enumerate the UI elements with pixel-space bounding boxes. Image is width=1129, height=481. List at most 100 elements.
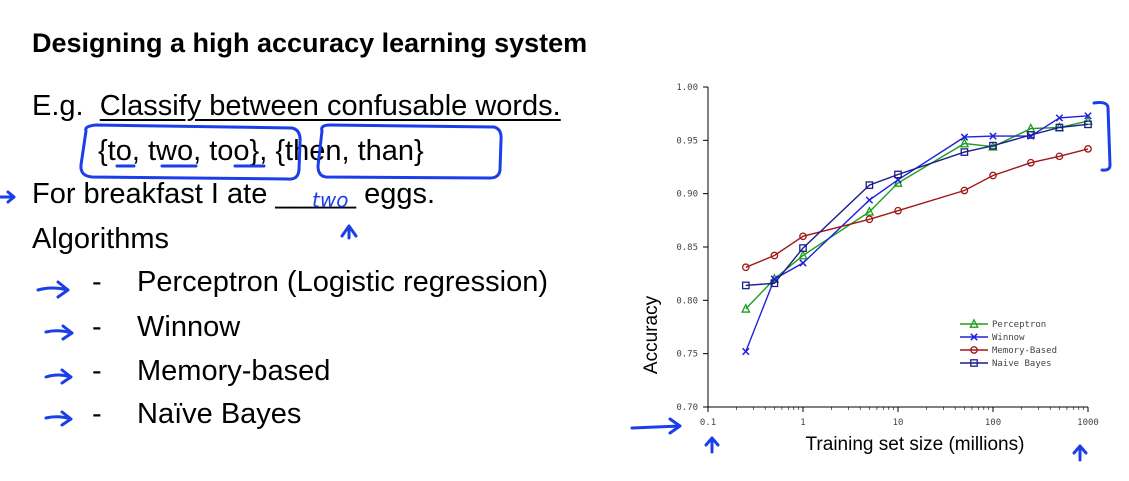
sentence-before: For breakfast I ate [32,178,268,210]
data-point [798,249,808,260]
y-tick-label: 1.00 [676,83,698,93]
data-point [959,137,970,148]
example-line: E.g. Classify between confusable words. [32,90,561,123]
x-tick-label: 1 [800,418,805,428]
arrow-memory-based-icon [44,368,73,385]
algorithm-item-perceptron: - Perceptron (Logistic regression) [92,266,548,299]
bullet-dash: - [92,266,102,298]
data-point [1084,112,1092,120]
series-line [745,148,1089,268]
data-point [799,232,807,241]
breakfast-sentence: For breakfast I ate _____ eggs. [32,178,435,211]
algorithm-label: Perceptron (Logistic regression) [137,266,549,298]
example-prefix: E.g. [32,90,84,122]
data-point [894,206,902,215]
word-set-to-two-too: {to, two, too} [98,135,260,167]
data-point [741,281,750,290]
data-point [970,359,978,367]
x-tick-label: 10 [893,418,904,428]
accuracy-chart: 0.70 0.75 0.80 0.85 0.90 0.95 1.00 0.1 1 10 100 100… [641,83,1099,455]
bullet-dash: - [92,398,102,430]
word-set-separator: , [259,135,268,167]
x-tick-label: 1000 [1077,418,1099,428]
legend-entry: Naive Bayes [960,359,1052,369]
series-winnow [742,112,1092,356]
data-point [865,181,874,189]
y-axis-label: Accuracy [641,295,662,374]
bullet-dash: - [92,355,102,387]
chart-series [741,112,1093,356]
data-point [865,215,874,224]
data-point [799,244,807,252]
data-point [970,333,978,341]
arrow-breakfast-icon [0,190,16,204]
data-point [741,303,751,313]
series-perceptron [741,115,1093,313]
data-point [960,148,969,156]
data-point [989,132,997,140]
data-point [865,196,874,204]
data-point [894,170,902,179]
data-point [1084,145,1092,153]
legend-label: Memory-Based [992,346,1057,356]
legend-entry: Perceptron [960,318,1046,330]
series-memory-based [741,145,1092,272]
bullet-dash: - [92,311,102,343]
data-point [741,263,750,272]
data-point [1055,114,1064,122]
data-point [1026,158,1035,167]
data-point [1084,120,1092,129]
data-point [1055,152,1064,161]
y-tick-label: 0.80 [676,296,698,306]
data-point [864,206,875,216]
data-point [960,186,969,195]
y-tick-label: 0.70 [676,403,698,413]
arrow-naive-bayes-icon [44,410,73,427]
data-point [742,347,750,356]
data-point [970,346,978,354]
algorithm-label: Memory-based [137,355,331,387]
y-tick-label: 0.95 [676,136,698,146]
x-tick-label: 100 [985,418,1001,428]
data-point [960,133,969,141]
data-point [989,171,997,180]
y-tick-label: 0.75 [676,350,698,360]
x-tick-label: 0.1 [700,418,716,428]
legend-label: Naive Bayes [992,359,1052,369]
y-tick-label: 0.90 [676,190,698,200]
legend-entry: Memory-Based [960,346,1057,356]
slide-title: Designing a high accuracy learning syste… [32,28,588,58]
data-point [770,251,779,260]
sentence-after: eggs. [364,178,436,210]
series-line [745,123,1089,287]
series-line [745,115,1089,352]
word-set-then-than: {then, than} [275,135,424,167]
algorithm-item-naive-bayes: - Naïve Bayes [92,398,301,431]
series-line [745,120,1089,310]
chart-axes: 0.70 0.75 0.80 0.85 0.90 0.95 1.00 0.1 1 10 100 100… [676,83,1099,428]
data-point [770,279,779,288]
legend-label: Winnow [992,333,1025,343]
algorithm-label: Naïve Bayes [137,398,302,430]
x-axis-label: Training set size (millions) [806,434,1025,455]
algorithms-heading: Algorithms [32,223,169,255]
y-tick-label: 0.85 [676,243,698,253]
caret-under-blank-icon [340,224,358,240]
data-point [1055,123,1064,132]
algorithm-item-winnow: - Winnow [92,311,240,344]
sentence-blank: _____ [275,178,357,210]
legend-label: Perceptron [992,320,1046,330]
legend-entry: Winnow [960,333,1025,343]
algorithm-label: Winnow [137,311,241,343]
word-sets-line: {to, two, too}, {then, than} [98,135,424,168]
data-point [1026,131,1035,139]
data-point [989,141,997,150]
example-text: Classify between confusable words. [99,90,561,122]
algorithm-item-memory-based: - Memory-based [92,355,330,388]
chart-legend: Perceptron Winnow Memory-Based Naive Bayes [960,318,1057,369]
arrow-perceptron-icon [36,280,70,299]
data-point [799,259,807,267]
arrow-winnow-icon [44,324,74,341]
series-naive-bayes [741,120,1092,290]
data-point [969,318,979,328]
